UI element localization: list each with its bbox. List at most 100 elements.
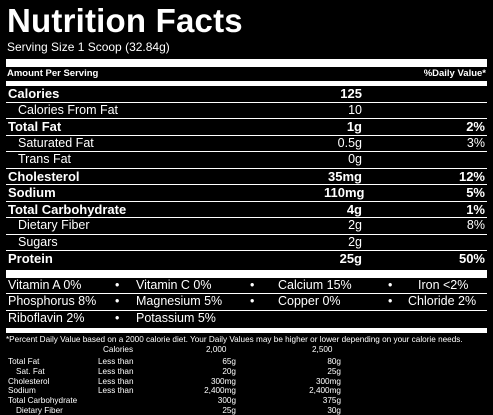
vitamin-row: Vitamin A 0% • Vitamin C 0% • Calcium 15… [6,277,487,294]
column-header: Amount Per Serving %Daily Value* [6,67,487,81]
vitamin-item: Iron <2% [418,277,469,292]
nutrient-label: Saturated Fat [18,135,94,150]
nutrient-label: Calories [8,86,60,101]
bullet-separator: • [250,294,255,308]
nutrient-label: Total Carbohydrate [8,201,127,217]
nutrient-amount: 1g [346,119,362,134]
dv-cell: Dietary Fiber [16,405,63,415]
bullet-separator: • [115,277,120,292]
nutrient-amount: 0.5g [337,135,362,150]
dv-cell: 20g [222,366,236,376]
nutrient-label: Calories From Fat [18,102,119,117]
nutrient-label: Sugars [18,234,58,249]
nutrient-row-trans-fat: Trans Fat 0g [6,152,487,169]
nutrient-amount: 2g [348,218,362,232]
dv-row: Dietary Fiber 25g 30g [6,406,487,415]
nutrient-label: Trans Fat [18,152,72,166]
dv-cell: 25g [327,366,341,376]
vitamin-row: Riboflavin 2% • Potassium 5% [6,311,487,327]
divider-thick [6,269,487,278]
nutrient-pct: 12% [458,168,485,184]
nutrient-row-sugars: Sugars 2g [6,234,487,251]
nutrient-row-total-carbohydrate: Total Carbohydrate 4g 1% [6,201,487,218]
nutrient-amount: 110mg [324,185,365,200]
daily-value-label: %Daily Value* [423,68,486,79]
dv-row: Sodium Less than 2,400mg 2,400mg [6,386,487,396]
dv-cell: 2,400mg [309,386,341,396]
dv-row: Total Fat Less than 65g 80g [6,357,487,367]
nutrient-pct: 5% [466,185,485,200]
bullet-separator: • [115,310,120,325]
dv-cell: 2,000 [206,344,227,354]
vitamin-item: Copper 0% [278,294,341,308]
vitamin-item: Vitamin C 0% [136,277,212,292]
dv-cell: Total Fat [8,357,40,367]
nutrient-label: Sodium [8,185,56,200]
nutrient-amount: 35mg [328,168,362,184]
vitamin-row: Phosphorus 8% • Magnesium 5% • Copper 0%… [6,294,487,311]
nutrient-label: Protein [8,251,53,266]
nutrient-row-cholesterol: Cholesterol 35mg 12% [6,168,487,185]
dv-cell: Cholesterol [8,376,50,386]
bullet-separator: • [115,294,120,308]
vitamin-item: Magnesium 5% [136,294,223,308]
panel-title: Nutrition Facts [7,2,243,39]
dv-cell: Less than [98,376,134,386]
nutrient-row-total-fat: Total Fat 1g 2% [6,119,487,136]
daily-value-footnote: *Percent Daily Value based on a 2000 cal… [6,335,463,344]
nutrition-facts-panel: Nutrition Facts Serving Size 1 Scoop (32… [6,4,487,415]
dv-cell: 80g [327,357,341,367]
vitamin-item: Chloride 2% [408,294,477,308]
nutrient-row-dietary-fiber: Dietary Fiber 2g 8% [6,218,487,235]
amount-per-serving-label: Amount Per Serving [7,68,99,79]
dv-cell: 300mg [210,376,236,386]
nutrient-amount: 4g [346,201,362,217]
dv-cell: 65g [222,357,236,367]
nutrient-pct: 50% [458,251,485,266]
dv-cell: 300mg [315,376,341,386]
nutrient-amount: 25g [339,251,362,266]
nutrient-amount: 125 [340,86,362,101]
nutrient-pct: 2% [466,119,485,134]
dv-cell: Less than [98,366,134,376]
nutrient-label: Dietary Fiber [18,218,90,232]
dv-cell: Less than [98,386,134,396]
nutrient-row-sodium: Sodium 110mg 5% [6,185,487,202]
nutrient-label: Cholesterol [8,168,80,184]
nutrient-row-saturated-fat: Saturated Fat 0.5g 3% [6,135,487,152]
vitamin-item: Phosphorus 8% [8,294,97,308]
dv-cell: Sat. Fat [16,366,45,376]
dv-cell: 2,500 [312,344,333,354]
nutrient-row-calories: Calories 125 [6,86,487,103]
bullet-separator: • [388,277,393,292]
dv-cell: 25g [222,405,236,415]
vitamin-item: Riboflavin 2% [8,310,85,325]
dv-cell: Calories [103,344,134,354]
vitamin-item: Vitamin A 0% [8,277,82,292]
vitamin-item: Calcium 15% [278,277,352,292]
divider-medium [6,328,487,333]
dv-row: Cholesterol Less than 300mg 300mg [6,377,487,387]
nutrient-pct: 8% [466,218,485,232]
dv-row: Calories 2,000 2,500 [6,345,487,355]
nutrient-row-protein: Protein 25g 50% [6,251,487,267]
bullet-separator: • [388,294,393,308]
nutrient-amount: 10 [348,102,362,117]
divider-thick [6,59,487,67]
nutrient-amount: 0g [348,152,362,166]
serving-size: Serving Size 1 Scoop (32.84g) [7,40,170,54]
nutrient-row-calories-from-fat: Calories From Fat 10 [6,102,487,119]
dv-cell: 30g [327,405,341,415]
daily-value-table: Calories 2,000 2,500 Total Fat Less than 65g… [6,345,487,415]
nutrient-label: Total Fat [8,119,62,134]
vitamin-item: Potassium 5% [136,310,216,325]
dv-row: Sat. Fat Less than 20g 25g [6,367,487,377]
bullet-separator: • [250,277,255,292]
dv-cell: Less than [98,357,134,367]
nutrient-amount: 2g [348,234,362,249]
nutrient-pct: 1% [466,201,485,217]
dv-cell: 2,400mg [204,386,236,396]
nutrient-pct: 3% [466,135,485,150]
divider-medium [6,81,487,86]
dv-cell: Sodium [8,386,36,396]
